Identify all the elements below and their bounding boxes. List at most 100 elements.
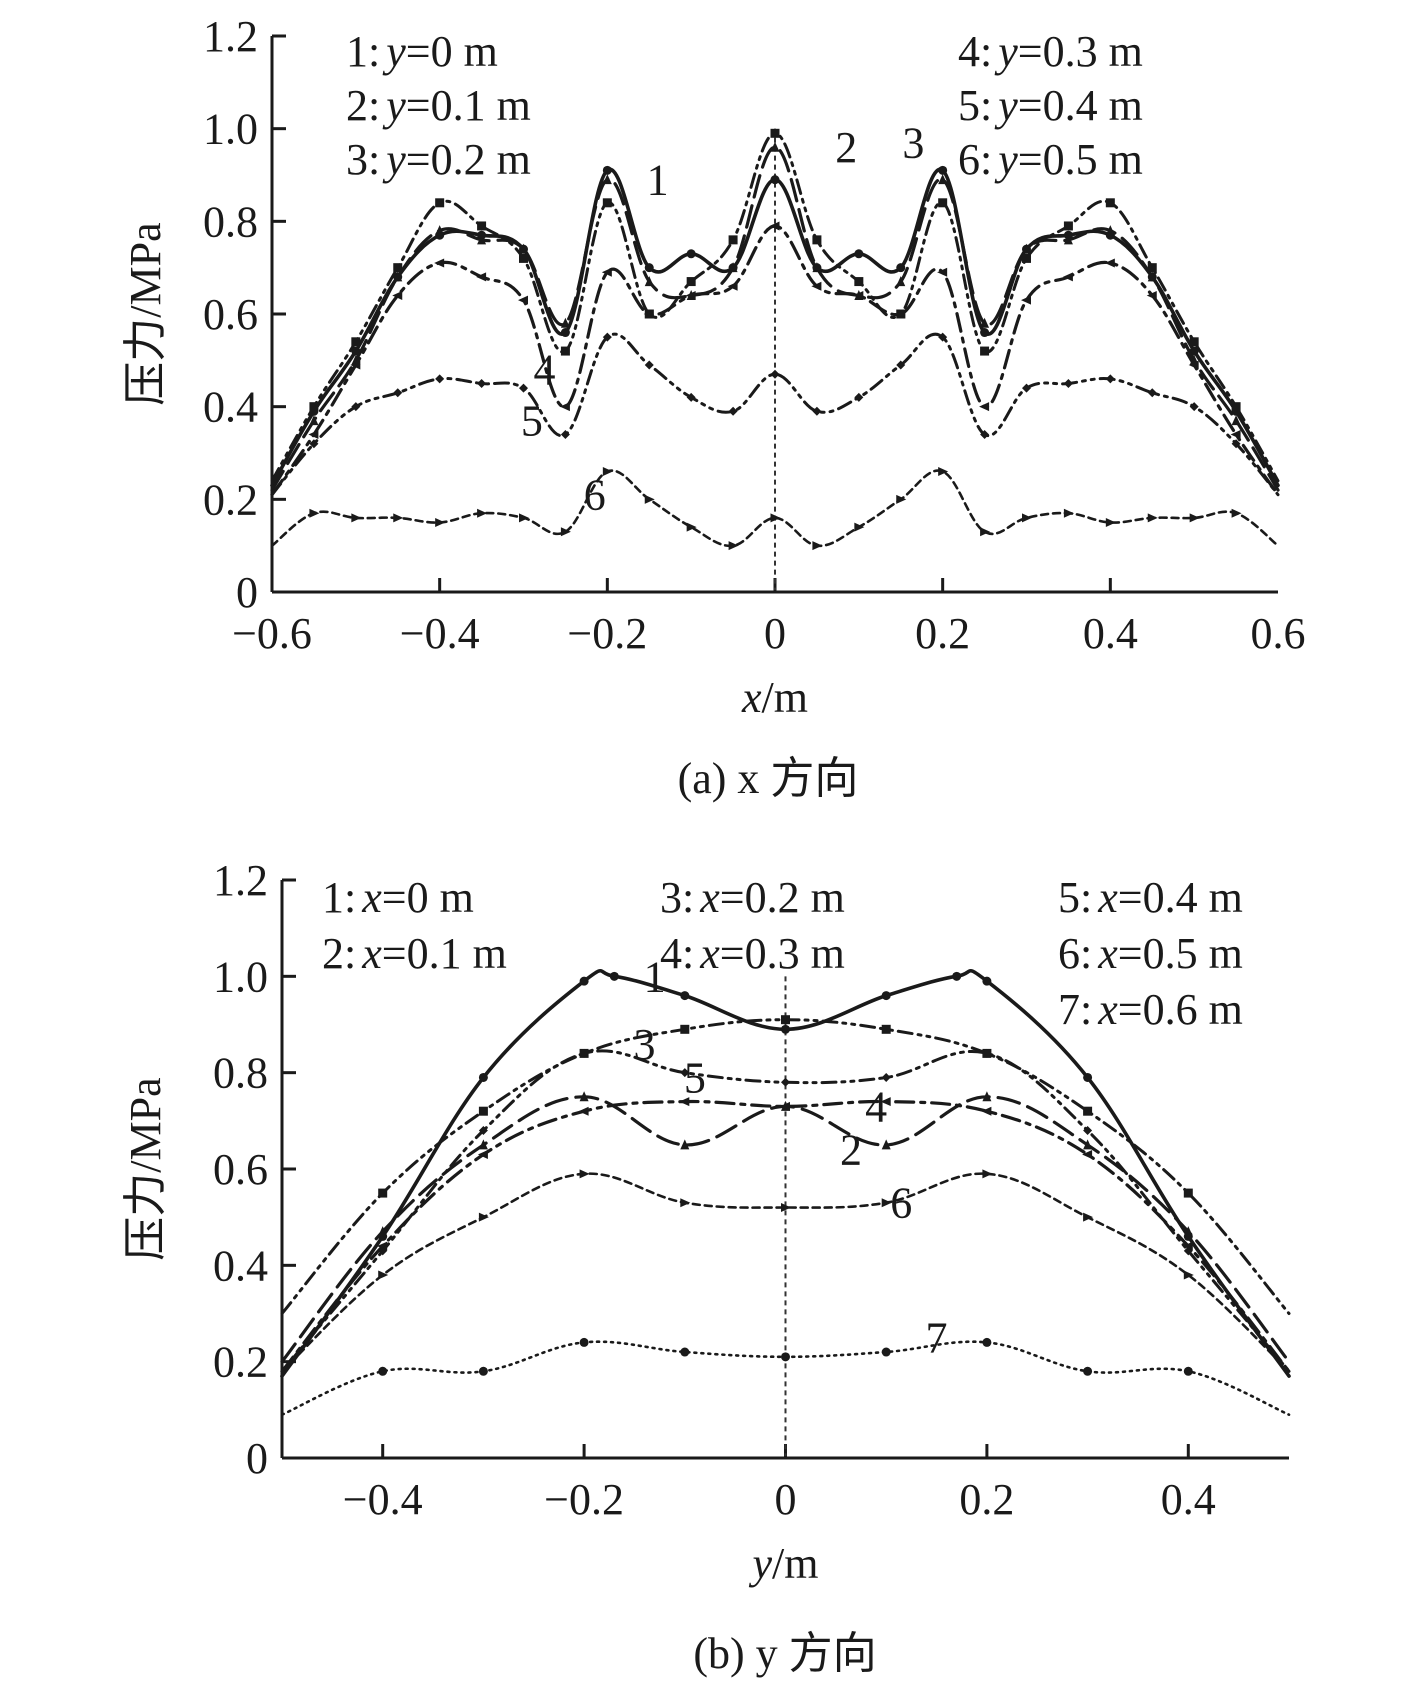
data-point bbox=[1105, 374, 1115, 384]
data-point bbox=[308, 429, 319, 439]
y-tick-label: 0.8 bbox=[213, 1049, 268, 1098]
data-point bbox=[982, 1091, 992, 1102]
data-point bbox=[781, 1352, 790, 1362]
data-point bbox=[770, 513, 781, 523]
data-point bbox=[476, 272, 487, 282]
legend-entry: 4: x=0.3 m bbox=[660, 929, 845, 978]
data-point bbox=[727, 281, 738, 291]
series-6 bbox=[270, 467, 1280, 551]
data-point bbox=[435, 198, 445, 208]
data-point bbox=[1083, 1106, 1093, 1116]
series-7 bbox=[280, 1337, 1291, 1416]
legend-entry: 2: y=0.1 m bbox=[346, 81, 531, 130]
data-point bbox=[938, 174, 948, 185]
data-point bbox=[1183, 1366, 1193, 1376]
data-point bbox=[378, 1366, 388, 1376]
x-tick-label: 0.4 bbox=[1161, 1475, 1216, 1524]
data-point bbox=[350, 360, 361, 370]
data-point bbox=[1183, 1188, 1193, 1198]
data-point bbox=[938, 165, 948, 175]
data-point bbox=[686, 392, 696, 402]
data-point bbox=[579, 1091, 589, 1102]
data-point bbox=[881, 1139, 891, 1150]
x-axis-label: y/m bbox=[749, 1539, 819, 1588]
data-point bbox=[728, 406, 738, 416]
curve-label: 4 bbox=[865, 1082, 887, 1131]
data-point bbox=[854, 249, 864, 259]
x-tick-label: −0.4 bbox=[343, 1475, 423, 1524]
data-point bbox=[560, 328, 570, 338]
series-6 bbox=[280, 1169, 1291, 1373]
data-point bbox=[1104, 258, 1115, 268]
data-point bbox=[1022, 253, 1031, 263]
series-1 bbox=[280, 969, 1291, 1378]
data-point bbox=[1082, 1150, 1093, 1160]
data-point bbox=[519, 243, 528, 254]
y-tick-label: 1.2 bbox=[213, 856, 268, 905]
chart-caption: (b) y 方向 bbox=[693, 1629, 876, 1678]
y-tick-label: 0.6 bbox=[203, 290, 258, 339]
data-point bbox=[680, 1139, 690, 1150]
data-point bbox=[1105, 518, 1116, 527]
data-point bbox=[378, 1226, 388, 1237]
data-point bbox=[881, 1024, 891, 1034]
y-tick-label: 1.0 bbox=[203, 105, 258, 154]
data-point bbox=[980, 317, 990, 328]
y-axis-label: 压力/MPa bbox=[121, 222, 170, 405]
legend-entry: 6: x=0.5 m bbox=[1058, 929, 1243, 978]
data-point bbox=[680, 1068, 690, 1078]
data-point bbox=[981, 1106, 992, 1116]
data-point bbox=[982, 976, 992, 986]
series-line-4 bbox=[280, 1099, 1291, 1373]
data-point bbox=[979, 402, 990, 412]
data-point bbox=[686, 249, 696, 259]
data-point bbox=[351, 337, 361, 347]
data-point bbox=[680, 1024, 690, 1034]
legend-entry: 7: x=0.6 m bbox=[1058, 985, 1243, 1034]
y-tick-label: 0.2 bbox=[213, 1338, 268, 1387]
data-point bbox=[1062, 272, 1073, 282]
data-point bbox=[643, 309, 654, 319]
data-point bbox=[938, 467, 949, 477]
series-5 bbox=[280, 1048, 1291, 1373]
curve-label: 3 bbox=[634, 1020, 656, 1069]
data-point bbox=[1105, 198, 1115, 208]
data-point bbox=[1083, 1125, 1093, 1135]
legend-entry: 5: y=0.4 m bbox=[958, 81, 1143, 130]
data-point bbox=[781, 1024, 790, 1034]
x-tick-label: −0.6 bbox=[232, 609, 312, 658]
y-tick-label: 0.4 bbox=[213, 1241, 268, 1290]
curve-label: 5 bbox=[684, 1053, 706, 1102]
data-point bbox=[435, 225, 445, 236]
data-point bbox=[435, 374, 445, 384]
data-point bbox=[393, 271, 403, 282]
x-tick-label: 0.2 bbox=[915, 609, 970, 658]
data-point bbox=[602, 332, 612, 342]
x-axis-label: x/m bbox=[741, 673, 808, 722]
legend-entry: 3: y=0.2 m bbox=[346, 135, 531, 184]
data-point bbox=[477, 1150, 488, 1160]
data-point bbox=[1231, 508, 1242, 518]
legend-entry: 4: y=0.3 m bbox=[958, 27, 1143, 76]
data-point bbox=[685, 290, 696, 300]
data-point bbox=[686, 277, 696, 287]
data-point bbox=[812, 235, 822, 245]
data-point bbox=[881, 991, 891, 1001]
data-point bbox=[769, 221, 780, 231]
data-point bbox=[854, 392, 864, 402]
x-tick-label: −0.2 bbox=[544, 1475, 624, 1524]
data-point bbox=[378, 1188, 388, 1198]
data-point bbox=[1231, 415, 1241, 426]
data-point bbox=[1063, 379, 1073, 388]
x-tick-label: 0.4 bbox=[1083, 609, 1138, 658]
data-point bbox=[1147, 271, 1157, 282]
data-point bbox=[980, 429, 990, 439]
data-point bbox=[378, 1270, 389, 1280]
data-point bbox=[770, 128, 780, 138]
data-point bbox=[1230, 429, 1241, 439]
data-point bbox=[602, 165, 612, 175]
legend-entry: 1: y=0 m bbox=[346, 27, 498, 76]
data-point bbox=[351, 513, 362, 523]
data-point bbox=[309, 508, 320, 518]
data-point bbox=[560, 527, 571, 537]
